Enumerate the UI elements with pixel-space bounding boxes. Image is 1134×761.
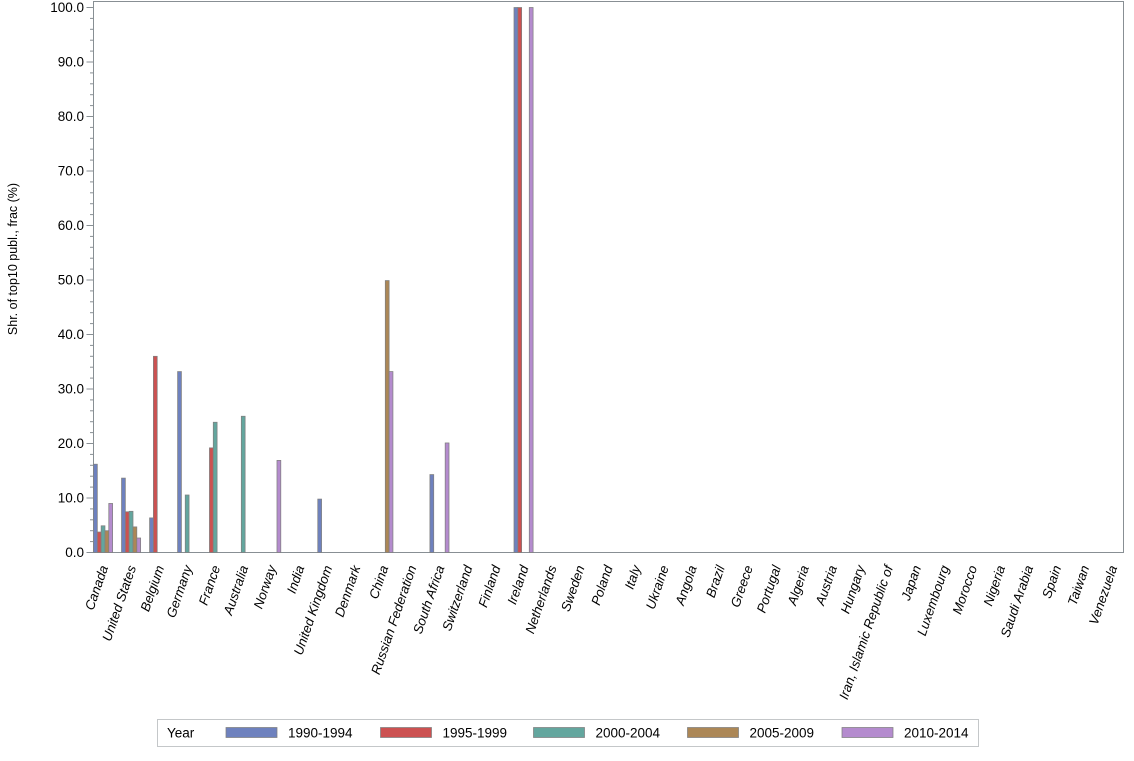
svg-text:2010-2014: 2010-2014 [904, 726, 969, 741]
svg-text:30.0: 30.0 [58, 381, 84, 396]
svg-text:70.0: 70.0 [58, 163, 84, 178]
svg-text:20.0: 20.0 [58, 436, 84, 451]
svg-text:0.0: 0.0 [65, 545, 84, 560]
svg-text:50.0: 50.0 [58, 272, 84, 287]
svg-text:40.0: 40.0 [58, 327, 84, 342]
svg-text:60.0: 60.0 [58, 218, 84, 233]
svg-text:100.0: 100.0 [50, 0, 84, 15]
svg-text:1995-1999: 1995-1999 [443, 726, 508, 741]
svg-text:Year: Year [167, 726, 195, 741]
svg-text:Shr. of top10 publ., frac (%): Shr. of top10 publ., frac (%) [6, 183, 20, 335]
svg-text:80.0: 80.0 [58, 109, 84, 124]
svg-text:1990-1994: 1990-1994 [288, 726, 353, 741]
svg-text:2005-2009: 2005-2009 [750, 726, 815, 741]
svg-text:90.0: 90.0 [58, 54, 84, 69]
svg-text:2000-2004: 2000-2004 [596, 726, 661, 741]
svg-text:10.0: 10.0 [58, 490, 84, 505]
